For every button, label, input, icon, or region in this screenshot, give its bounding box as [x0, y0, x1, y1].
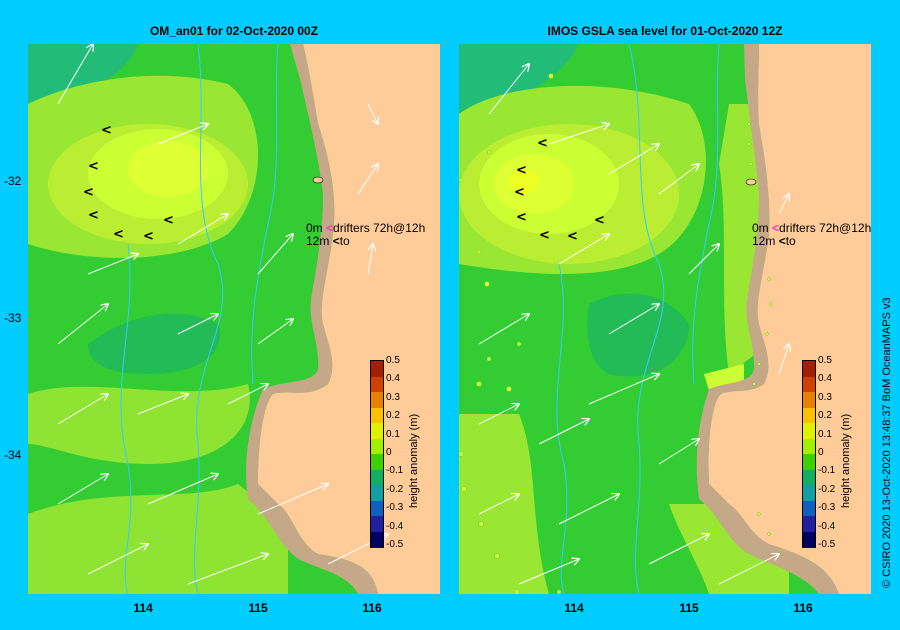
drifter-legend-line2: 12m <to	[306, 234, 350, 248]
colorbar	[370, 360, 384, 548]
colorbar-segment	[803, 500, 815, 517]
colorbar-segment	[803, 361, 815, 377]
colorbar-tick-label: -0.3	[386, 502, 404, 514]
left-panel-title: OM_an01 for 02-Oct-2020 00Z	[149, 24, 319, 38]
colorbar-segment	[803, 407, 815, 424]
colorbar-segment	[371, 392, 383, 408]
lat-tick-label: -32	[4, 174, 22, 188]
colorbar-tick-label: 0.3	[818, 391, 832, 403]
colorbar-tick-label: 0.1	[818, 428, 832, 440]
right-map-panel[interactable]: < < < < < < <	[459, 44, 871, 594]
colorbar-segment	[371, 438, 383, 455]
colorbar-tick-label: 0	[386, 447, 392, 458]
colorbar-segment	[803, 376, 815, 393]
right-panel-title: IMOS GSLA sea level for 01-Oct-2020 12Z	[547, 24, 783, 38]
colorbar-tick-label: -0.5	[386, 539, 404, 550]
svg-text:<: <	[113, 227, 124, 242]
svg-text:<: <	[516, 210, 527, 225]
colorbar-tick-label: 0.2	[818, 410, 832, 422]
svg-text:<: <	[163, 213, 174, 228]
colorbar-tick-label: 0.2	[386, 410, 400, 422]
svg-text:<: <	[514, 185, 525, 200]
svg-text:<: <	[594, 213, 605, 228]
colorbar-segment	[371, 469, 383, 486]
colorbar-tick-label: 0.4	[386, 373, 400, 385]
colorbar	[802, 360, 816, 548]
colorbar-segment	[371, 376, 383, 393]
colorbar-tick-label: 0	[818, 447, 824, 458]
colorbar-segment	[371, 407, 383, 424]
colorbar-tick-label: 0.5	[386, 355, 400, 366]
svg-text:<: <	[143, 229, 154, 244]
svg-text:<: <	[101, 123, 112, 138]
colorbar-segment	[371, 516, 383, 532]
lat-tick-label: -33	[4, 311, 22, 325]
lat-tick-label: -34	[4, 448, 22, 462]
colorbar-segment	[803, 392, 815, 408]
lon-tick-label: 114	[133, 601, 153, 615]
lon-tick-label: 114	[564, 601, 584, 615]
colorbar-segment	[803, 423, 815, 439]
lon-tick-label: 115	[679, 601, 699, 615]
colorbar-tick-label: 0.5	[818, 355, 832, 366]
svg-text:<: <	[88, 208, 99, 223]
lon-tick-label: 115	[248, 601, 268, 615]
colorbar-segment	[371, 531, 383, 548]
colorbar-segment	[371, 500, 383, 517]
colorbar-title: height anomaly (m)	[840, 413, 852, 508]
drifter-legend-line1: 0m <drifters 72h@12h	[752, 221, 872, 235]
lon-tick-label: 116	[793, 601, 813, 615]
svg-text:<: <	[539, 228, 550, 243]
colorbar-tick-label: -0.1	[386, 465, 404, 477]
colorbar-tick-label: 0.4	[818, 373, 832, 385]
colorbar-segment	[371, 485, 383, 501]
colorbar-tick-label: -0.4	[386, 520, 404, 532]
colorbar-segment	[803, 485, 815, 501]
colorbar-segment	[803, 454, 815, 470]
colorbar-tick-label: -0.4	[818, 520, 836, 532]
colorbar-segment	[803, 516, 815, 532]
drifter-legend-line1: 0m <drifters 72h@12h	[306, 221, 426, 235]
colorbar-segment	[803, 531, 815, 548]
svg-text:<: <	[88, 159, 99, 174]
svg-text:<: <	[516, 163, 527, 178]
colorbar-segment	[803, 438, 815, 455]
colorbar-tick-label: -0.2	[386, 483, 404, 495]
svg-text:<: <	[567, 229, 578, 244]
svg-text:<: <	[537, 136, 548, 151]
colorbar-segment	[371, 454, 383, 470]
colorbar-segment	[803, 469, 815, 486]
colorbar-tick-label: -0.5	[818, 539, 836, 550]
drifter-legend-line2: 12m <to	[752, 234, 796, 248]
colorbar-segment	[371, 423, 383, 439]
colorbar-tick-label: 0.3	[386, 391, 400, 403]
copyright-text: © CSIRO 2020 13-Oct-2020 13:48:37 BoM Oc…	[881, 297, 893, 588]
colorbar-tick-label: -0.2	[818, 483, 836, 495]
svg-text:<: <	[83, 185, 94, 200]
lon-tick-label: 116	[362, 601, 382, 615]
colorbar-tick-label: -0.3	[818, 502, 836, 514]
colorbar-segment	[371, 361, 383, 377]
colorbar-tick-label: 0.1	[386, 428, 400, 440]
colorbar-title: height anomaly (m)	[408, 413, 420, 508]
colorbar-tick-label: -0.1	[818, 465, 836, 477]
left-map-panel[interactable]: < < < < < < <	[28, 44, 440, 594]
